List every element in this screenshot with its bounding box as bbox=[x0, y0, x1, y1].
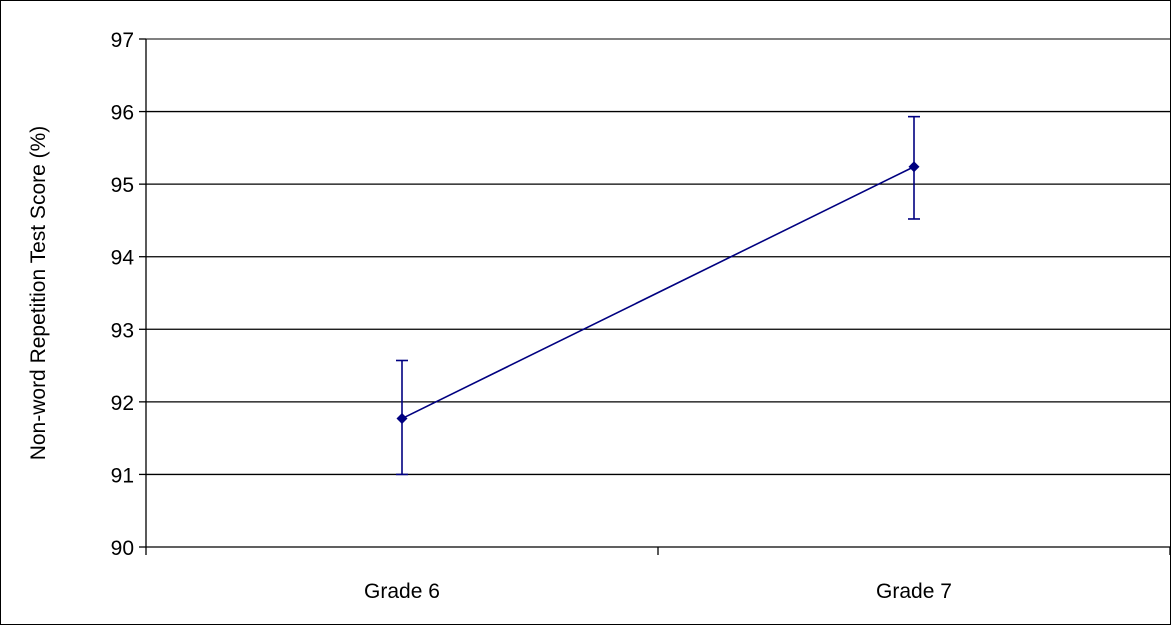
axes bbox=[139, 38, 1171, 555]
data-point-1 bbox=[908, 161, 920, 173]
y-tick-label-93: 93 bbox=[111, 319, 134, 342]
y-tick-label-95: 95 bbox=[111, 174, 134, 197]
y-tick-label-92: 92 bbox=[111, 392, 134, 415]
y-axis-title: Non-word Repetition Test Score (%) bbox=[27, 126, 50, 461]
y-tick-label-91: 91 bbox=[111, 464, 134, 487]
series-line-0 bbox=[401, 166, 915, 420]
data-point-0 bbox=[396, 413, 408, 425]
x-tick-label-0: Grade 6 bbox=[364, 580, 440, 603]
y-tick-label-97: 97 bbox=[111, 29, 134, 52]
y-tick-label-94: 94 bbox=[111, 247, 135, 270]
series-layer bbox=[396, 115, 920, 476]
x-tick-labels: Grade 6 Grade 7 bbox=[364, 580, 952, 603]
y-tick-label-96: 96 bbox=[111, 102, 134, 125]
x-tick-label-1: Grade 7 bbox=[876, 580, 952, 603]
gridlines bbox=[146, 38, 1170, 476]
y-tick-labels: 90 91 92 93 94 95 96 97 bbox=[111, 29, 135, 560]
y-tick-label-90: 90 bbox=[111, 537, 134, 560]
